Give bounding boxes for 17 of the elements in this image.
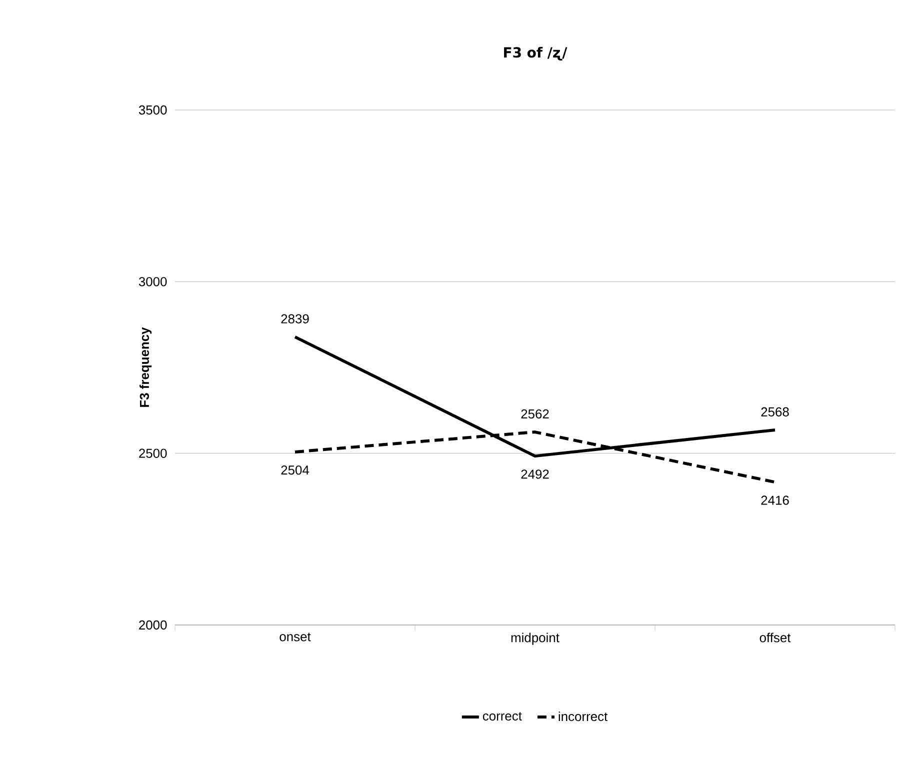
data-label: 2568 <box>761 407 789 416</box>
data-label: 2416 <box>761 496 789 505</box>
y-axis-title: F3 frequency <box>140 327 152 407</box>
x-tick-label: offset <box>760 632 791 642</box>
legend-label: correct <box>482 712 522 721</box>
data-label: 2562 <box>521 409 549 419</box>
data-label: 2839 <box>281 314 309 324</box>
y-tick-label: 2000 <box>139 620 167 630</box>
data-label: 2504 <box>281 465 310 475</box>
y-tick-label: 3500 <box>138 105 167 115</box>
x-tick-label: onset <box>280 632 311 642</box>
chart-title: F3 of /ʐ/ <box>504 46 568 60</box>
y-tick-label: 3000 <box>138 277 167 286</box>
data-label: 2492 <box>521 470 549 479</box>
y-tick-label: 2500 <box>139 448 167 458</box>
legend-label: incorrect <box>558 712 608 722</box>
x-tick-label: midpoint <box>511 632 560 645</box>
